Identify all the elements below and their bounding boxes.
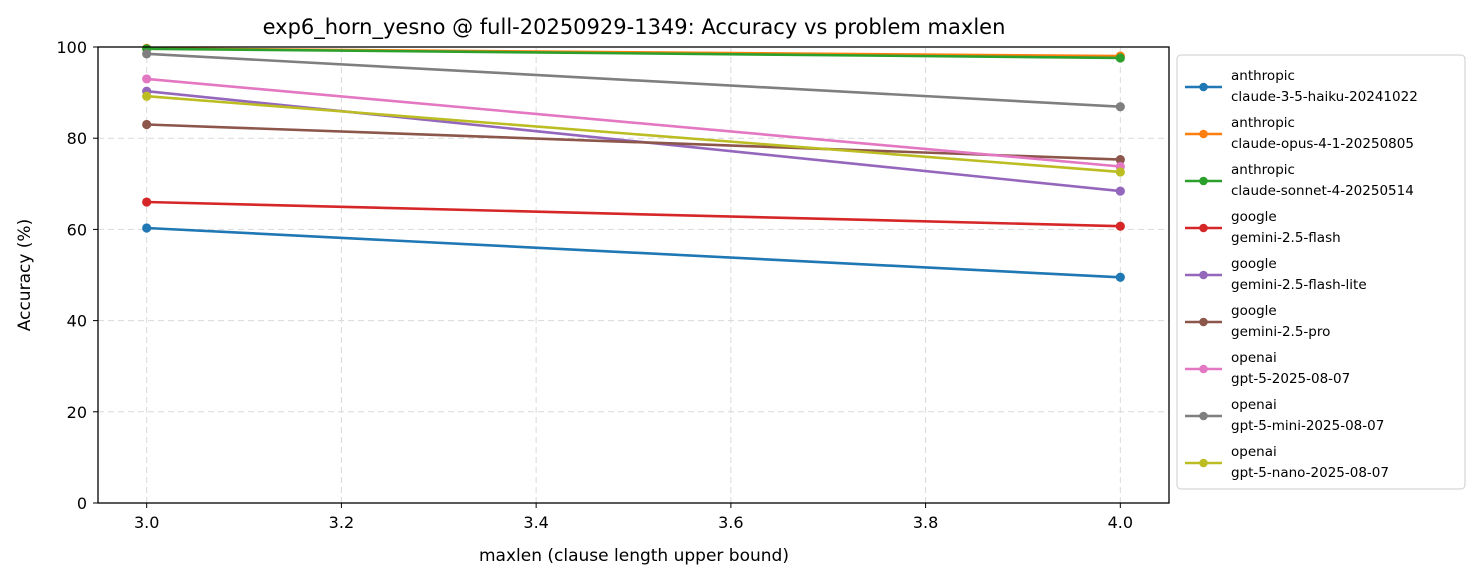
legend-entry-model: claude-sonnet-4-20250514 (1231, 183, 1414, 199)
data-point-gpt-5-nano-2025-08-07 (142, 91, 152, 101)
legend: anthropic claude-3-5-haiku-20241022 anthro… (1176, 54, 1466, 490)
grid-layer (98, 46, 1169, 504)
y-tick-label: 60 (67, 220, 87, 239)
y-tick-label: 100 (56, 38, 87, 57)
y-tick-label: 40 (67, 312, 87, 331)
data-point-claude-3-5-haiku-20241022 (1115, 272, 1125, 282)
legend-entry-provider: google (1231, 256, 1277, 272)
legend-entry-provider: openai (1231, 444, 1277, 460)
y-axis-label: Accuracy (%) (15, 219, 35, 331)
tick-layer: 3.0 3.2 3.4 3.6 3.8 4.0 0 20 40 60 80 100 (56, 38, 1133, 532)
series-line-gpt-5-2025-08-07 (146, 77, 1121, 168)
legend-entry-provider: openai (1231, 397, 1277, 413)
series-layer (142, 43, 1125, 282)
legend-swatch-marker (1199, 129, 1208, 139)
data-point-gemini-2.5-pro (142, 119, 152, 130)
x-axis-label: maxlen (clause length upper bound) (479, 546, 789, 566)
legend-entry-provider: anthropic (1231, 68, 1295, 84)
y-tick-label: 20 (67, 403, 87, 422)
series-line-claude-sonnet-4-20250514 (146, 47, 1121, 60)
series-line-claude-3-5-haiku-20241022 (146, 226, 1121, 279)
chart-title: exp6_horn_yesno @ full-20250929-1349: Ac… (263, 15, 1006, 40)
data-point-gpt-5-2025-08-07 (142, 74, 152, 84)
legend-swatch-marker (1199, 364, 1208, 374)
series-line-gpt-5-mini-2025-08-07 (146, 52, 1121, 108)
x-tick-label: 3.4 (523, 513, 548, 532)
x-tick-label: 3.6 (718, 513, 743, 532)
y-tick-label: 80 (67, 129, 87, 148)
data-point-claude-3-5-haiku-20241022 (142, 223, 152, 233)
legend-entry-model: claude-3-5-haiku-20241022 (1231, 89, 1418, 105)
legend-entry-provider: openai (1231, 350, 1277, 366)
data-point-gemini-2.5-flash-lite (1115, 186, 1125, 196)
legend-swatch-marker (1199, 223, 1208, 233)
data-point-gemini-2.5-flash (1115, 221, 1125, 231)
legend-swatch-marker (1199, 317, 1208, 327)
data-point-gemini-2.5-pro (1115, 155, 1125, 165)
legend-entry-model: gpt-5-mini-2025-08-07 (1231, 418, 1384, 434)
data-point-gpt-5-mini-2025-08-07 (1115, 102, 1125, 112)
legend-frame (1176, 54, 1466, 490)
legend-entry-model: gemini-2.5-pro (1231, 324, 1330, 340)
legend-entry-model: gemini-2.5-flash (1231, 230, 1341, 246)
plot-frame (97, 46, 1170, 504)
legend-swatch-marker (1199, 270, 1208, 280)
legend-entry-model: gemini-2.5-flash-lite (1231, 277, 1367, 293)
x-tick-label: 3.0 (134, 513, 159, 532)
legend-entry-provider: anthropic (1231, 162, 1295, 178)
series-line-gemini-2.5-flash (146, 200, 1121, 228)
data-point-gemini-2.5-flash (142, 197, 152, 207)
legend-entry-model: gpt-5-2025-08-07 (1231, 371, 1350, 387)
data-point-gpt-5-nano-2025-08-07 (1115, 167, 1125, 177)
legend-swatch-marker (1199, 176, 1208, 186)
data-point-claude-sonnet-4-20250514 (1115, 53, 1125, 63)
legend-entry-model: gpt-5-nano-2025-08-07 (1231, 465, 1389, 481)
legend-entry-provider: google (1231, 209, 1277, 225)
series-line-gemini-2.5-pro (146, 123, 1121, 161)
legend-swatch-marker (1199, 458, 1208, 468)
x-tick-label: 3.8 (913, 513, 938, 532)
legend-entry-provider: google (1231, 303, 1277, 319)
y-tick-label: 0 (77, 494, 87, 513)
series-line-gpt-5-nano-2025-08-07 (146, 94, 1121, 174)
x-tick-label: 4.0 (1108, 513, 1133, 532)
x-tick-label: 3.2 (329, 513, 354, 532)
legend-entry-provider: anthropic (1231, 115, 1295, 131)
legend-entry-model: claude-opus-4-1-20250805 (1231, 136, 1414, 152)
data-point-gpt-5-mini-2025-08-07 (142, 49, 152, 59)
legend-swatch-marker (1199, 82, 1208, 92)
legend-swatch-marker (1199, 411, 1208, 421)
